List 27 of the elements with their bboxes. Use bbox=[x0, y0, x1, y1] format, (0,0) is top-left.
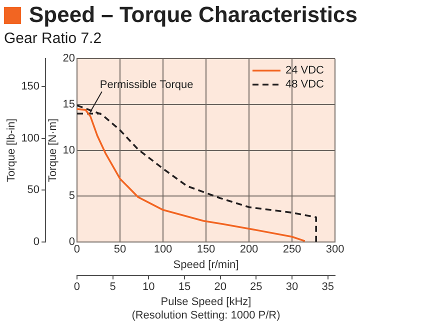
y-tick-label: 15 bbox=[62, 98, 75, 110]
x-tick-label: 200 bbox=[240, 244, 258, 256]
x-tick-label: 100 bbox=[154, 244, 172, 256]
y-tick-label: 20 bbox=[62, 52, 75, 65]
x-tick-label: 50 bbox=[114, 244, 126, 256]
y2-axis-title: Torque [lb-in] bbox=[6, 118, 18, 182]
y2-tick-label: 50 bbox=[27, 184, 40, 196]
x2-tick-label: 5 bbox=[110, 281, 116, 294]
x-tick-label: 250 bbox=[282, 244, 302, 256]
x-tick-label: 300 bbox=[326, 244, 344, 256]
x-axis-title: Speed [r/min] bbox=[173, 258, 239, 271]
x2-tick-label: 35 bbox=[322, 281, 334, 294]
x-tick-label: 150 bbox=[196, 244, 216, 256]
x2-tick-label: 20 bbox=[214, 281, 226, 294]
text: (Resolution Setting: 1000 P/R) bbox=[132, 309, 280, 322]
y-tick-label: 5 bbox=[68, 190, 75, 202]
x2-tick-label: 25 bbox=[250, 281, 262, 294]
x2-axis-title: Pulse Speed [kHz] bbox=[160, 296, 252, 308]
y-axis-title: Torque [N·m] bbox=[47, 118, 60, 182]
chart-subtitle: Gear Ratio 7.2 bbox=[3, 30, 103, 49]
y-tick-label: 10 bbox=[62, 144, 75, 156]
chart-title: Speed – Torque Characteristics bbox=[29, 2, 358, 28]
y2-tick-label: 150 bbox=[21, 80, 40, 93]
y2-tick-label: 100 bbox=[21, 132, 40, 144]
x2-tick-label: 10 bbox=[142, 281, 155, 294]
x2-tick-label: 15 bbox=[178, 281, 191, 294]
x2-tick-label: 30 bbox=[286, 281, 298, 294]
